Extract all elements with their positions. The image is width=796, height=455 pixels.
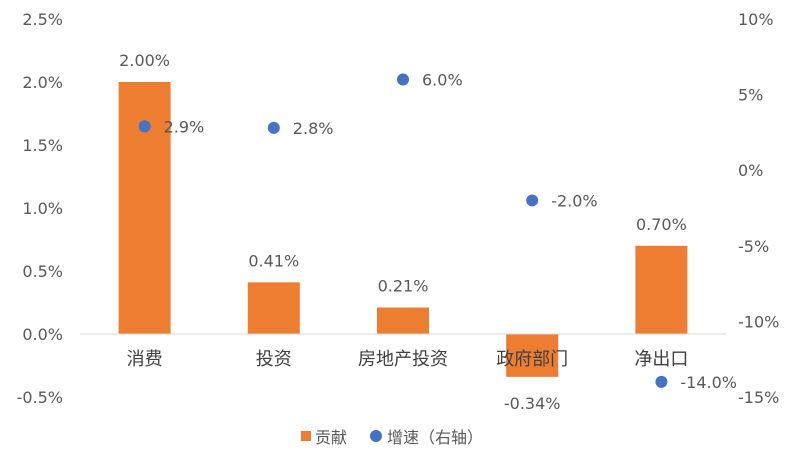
right-axis-tick-label: 0%: [738, 161, 763, 180]
left-axis-tick-label: -0.5%: [17, 388, 63, 407]
right-axis-tick-label: -10%: [738, 312, 779, 331]
legend-label-contribution: 贡献: [315, 428, 347, 447]
left-axis-tick-label: 0.0%: [22, 325, 63, 344]
legend-swatch-growth: [370, 430, 382, 442]
bar-contribution: [247, 282, 300, 334]
legend-swatch-contribution: [301, 431, 311, 441]
point-growth: [655, 375, 668, 388]
category-label: 房地产投资: [358, 349, 448, 370]
category-label: 投资: [256, 349, 292, 370]
point-growth: [397, 73, 409, 86]
point-data-label: -2.0%: [551, 191, 597, 210]
bar-contribution: [635, 245, 688, 334]
point-growth: [526, 194, 539, 207]
bar-contribution: [506, 334, 559, 377]
left-axis-tick-label: 0.5%: [22, 262, 63, 281]
right-axis-tick-label: 10%: [738, 10, 774, 29]
point-data-label: 2.9%: [164, 117, 205, 136]
left-axis-tick-label: 1.0%: [22, 199, 63, 218]
left-axis-tick-label: 1.5%: [22, 136, 63, 155]
right-axis-tick-label: -15%: [738, 388, 779, 407]
left-axis-tick-label: 2.5%: [22, 10, 63, 29]
category-label: 政府部门: [496, 349, 568, 370]
point-growth: [267, 121, 280, 134]
category-label: 消费: [127, 349, 163, 370]
bar-data-label: 0.21%: [378, 277, 429, 296]
left-axis-tick-label: 2.0%: [22, 73, 63, 92]
right-axis-tick-label: -5%: [738, 237, 769, 256]
point-data-label: 2.8%: [293, 119, 334, 138]
bar-data-label: -0.34%: [504, 394, 561, 413]
right-axis-tick-label: 5%: [738, 86, 763, 105]
bar-data-label: 0.70%: [636, 215, 687, 234]
point-data-label: 6.0%: [422, 70, 463, 89]
point-growth: [138, 120, 151, 133]
point-data-label: -14.0%: [680, 373, 737, 392]
legend-label-growth: 增速（右轴）: [387, 428, 483, 447]
category-label: 净出口: [634, 349, 688, 370]
bar-contribution: [377, 307, 429, 334]
bar-data-label: 2.00%: [119, 51, 170, 70]
bar-data-label: 0.41%: [248, 251, 299, 270]
